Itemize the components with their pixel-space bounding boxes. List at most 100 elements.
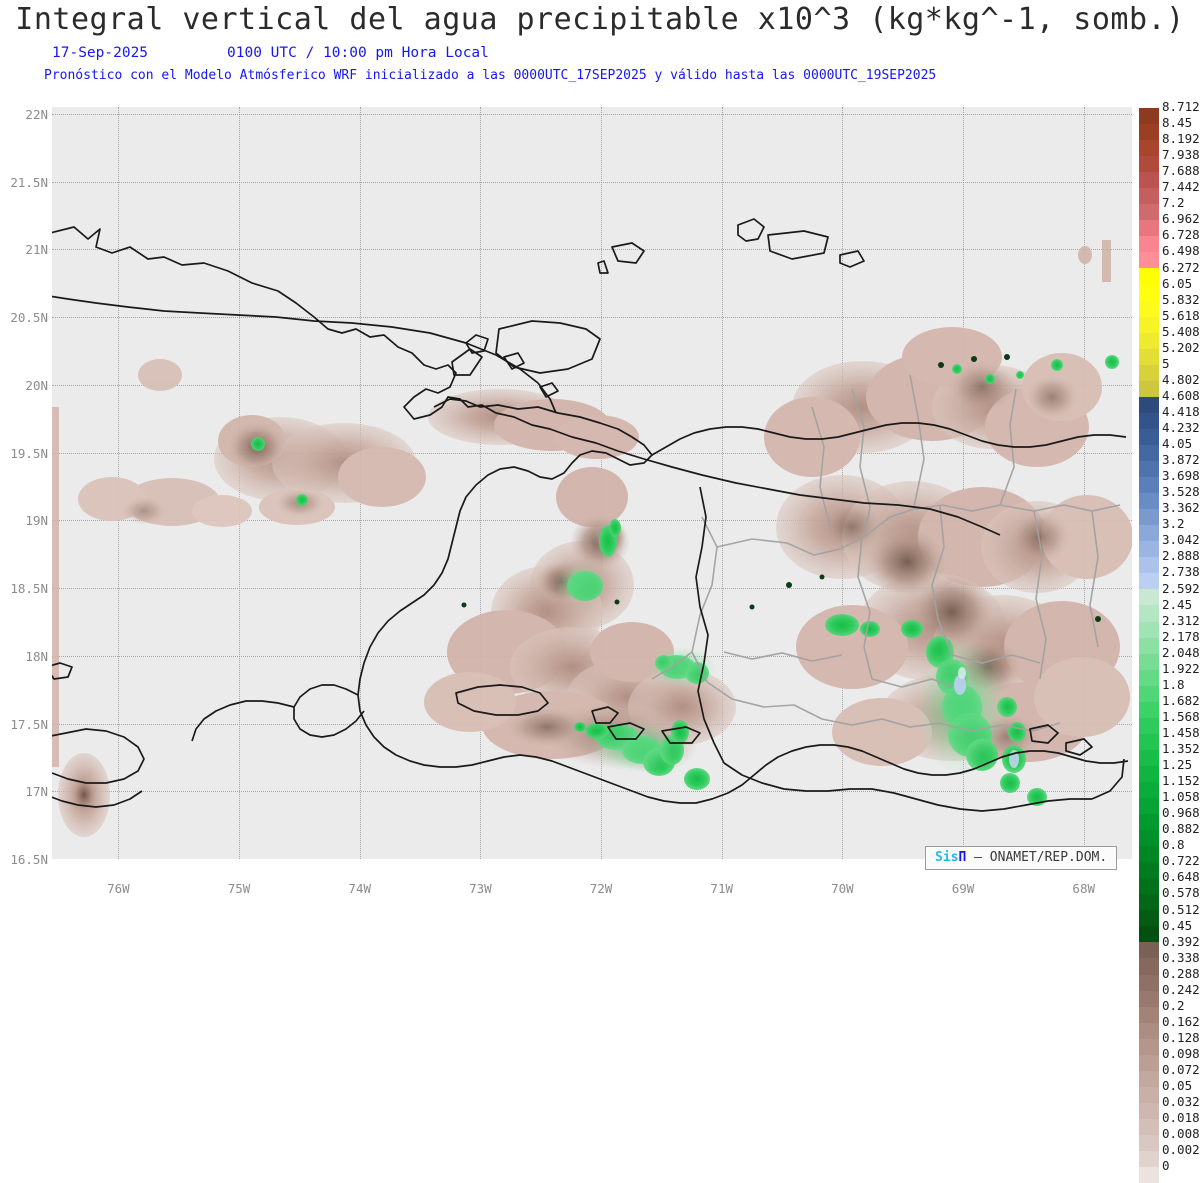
latitude-tick-label: 17.5N: [10, 716, 48, 732]
colorbar-swatch: [1139, 140, 1159, 157]
colorbar-tick-label: 5.618: [1162, 307, 1200, 323]
colorbar-swatch: [1139, 798, 1159, 815]
forecast-date: 17-Sep-2025: [52, 45, 149, 61]
colorbar-tick-label: 1.352: [1162, 741, 1200, 756]
colorbar-swatch: [1139, 958, 1159, 975]
colorbar-swatch: [1139, 444, 1159, 462]
colorbar-swatch: [1139, 108, 1159, 125]
colorbar-swatch: [1139, 380, 1159, 397]
latitude-tick-label: 20.5N: [10, 310, 48, 326]
logo-org-text: – ONAMET/REP.DOM.: [974, 850, 1108, 865]
colorbar-swatch: [1139, 428, 1159, 445]
colorbar-tick-label: 6.962: [1162, 211, 1200, 227]
colorbar-swatches: [1139, 108, 1159, 1183]
latitude-tick-label: 21N: [25, 242, 48, 258]
colorbar-swatch: [1139, 204, 1159, 221]
colorbar-tick-label: 7.688: [1162, 163, 1200, 179]
colorbar-tick-label: 8.192: [1162, 131, 1200, 147]
colorbar-tick-label: 3.042: [1162, 532, 1200, 548]
colorbar-tick-label: 4.05: [1162, 436, 1193, 452]
latitude-tick-label: 18.5N: [10, 581, 48, 596]
longitude-tick-label: 74W: [348, 881, 371, 896]
gridline-vertical: [963, 107, 965, 859]
gridline-horizontal: [52, 113, 1132, 115]
colorbar-swatch: [1139, 830, 1159, 847]
colorbar-swatch: [1139, 701, 1159, 718]
colorbar-swatch: [1139, 621, 1159, 638]
colorbar-tick-label: 7.442: [1162, 179, 1200, 195]
colorbar-tick-label: 6.05: [1162, 275, 1193, 291]
colorbar-tick-label: 0.002: [1162, 1142, 1200, 1158]
colorbar-tick-label: 1.682: [1162, 692, 1200, 708]
colorbar-swatch: [1139, 894, 1159, 911]
colorbar-tick-label: 5.408: [1162, 323, 1200, 339]
logo-sis-text: Sis: [935, 850, 959, 865]
colorbar-tick-label: 1.922: [1162, 660, 1200, 676]
colorbar-tick-label: 0.098: [1162, 1045, 1200, 1061]
colorbar-swatch: [1139, 1167, 1159, 1183]
precipitation-shading: [52, 240, 1132, 837]
forecast-time: 0100 UTC / 10:00 pm Hora Local: [227, 45, 489, 61]
colorbar-swatch: [1139, 477, 1159, 494]
colorbar-swatch: [1139, 252, 1159, 269]
gridline-horizontal: [52, 181, 1132, 183]
gridline-horizontal: [52, 384, 1132, 386]
colorbar-tick-label: 2.312: [1162, 612, 1200, 628]
colorbar-swatch: [1139, 926, 1159, 943]
longitude-tick-label: 70W: [831, 881, 854, 896]
colorbar-tick-label: 0.008: [1162, 1126, 1200, 1142]
colorbar-tick-label: 0.288: [1162, 965, 1200, 981]
colorbar-swatch: [1139, 461, 1159, 478]
colorbar-swatch: [1139, 910, 1159, 927]
latitude-tick-label: 21.5N: [10, 174, 48, 190]
colorbar-swatch: [1139, 1135, 1159, 1152]
colorbar-swatch: [1139, 1022, 1159, 1039]
longitude-tick-label: 72W: [589, 881, 613, 896]
colorbar-swatch: [1139, 364, 1159, 381]
colorbar-swatch: [1139, 878, 1159, 895]
subtitle-datetime: 17-Sep-2025 0100 UTC / 10:00 pm Hora Loca…: [52, 45, 1152, 61]
map-plot-area[interactable]: [52, 107, 1132, 859]
colorbar-swatch: [1139, 717, 1159, 734]
colorbar-swatch: [1139, 509, 1159, 526]
longitude-tick-label: 69W: [951, 881, 975, 896]
latitude-tick-label: 19.5N: [10, 445, 48, 461]
colorbar-tick-label: 5.832: [1162, 291, 1200, 307]
colorbar-tick-label: 2.888: [1162, 548, 1200, 564]
longitude-tick-label: 76W: [107, 881, 130, 896]
colorbar-tick-label: 0.722: [1162, 853, 1200, 869]
colorbar-tick-label: 0.578: [1162, 885, 1200, 901]
colorbar-swatch: [1139, 1086, 1159, 1103]
colorbar-tick-label: 0.242: [1162, 981, 1200, 997]
colorbar-tick-label: 0.018: [1162, 1110, 1200, 1126]
colorbar-swatch: [1139, 156, 1159, 173]
colorbar-tick-label: 1.568: [1162, 708, 1200, 724]
colorbar-swatch: [1139, 765, 1159, 782]
colorbar-swatch: [1139, 1054, 1159, 1071]
model-validity-line: Pronóstico con el Modelo Atmósferico WRF…: [44, 68, 937, 83]
colorbar-tick-label: 3.872: [1162, 452, 1200, 468]
colorbar-tick-label: 4.802: [1162, 371, 1200, 387]
colorbar-swatch: [1139, 1006, 1159, 1023]
colorbar-swatch: [1139, 188, 1159, 205]
colorbar-swatch: [1139, 348, 1159, 365]
page-title: Integral vertical del agua precipitable …: [15, 2, 1185, 37]
colorbar-swatch: [1139, 990, 1159, 1007]
colorbar-tick-label: 0.128: [1162, 1029, 1200, 1045]
colorbar-swatch: [1139, 637, 1159, 654]
colorbar-tick-label: 1.458: [1162, 724, 1200, 740]
latitude-tick-label: 16.5N: [10, 852, 48, 867]
latitude-tick-label: 22N: [25, 106, 48, 122]
longitude-tick-label: 73W: [469, 881, 492, 896]
coastline: [52, 218, 1129, 812]
colorbar-tick-label: 0.968: [1162, 805, 1200, 821]
colorbar-tick-label: 2.178: [1162, 628, 1200, 644]
colorbar-tick-label: 0.45: [1162, 917, 1193, 933]
colorbar-swatch: [1139, 1118, 1159, 1135]
colorbar-tick-label: 8.712: [1162, 99, 1200, 114]
colorbar-tick-label: 0.8: [1162, 837, 1185, 853]
colorbar-tick-label: 1.25: [1162, 757, 1193, 773]
colorbar-swatch: [1139, 846, 1159, 863]
colorbar-tick-label: 0.2: [1162, 997, 1185, 1013]
colorbar-tick-label: 7.2: [1162, 195, 1185, 211]
